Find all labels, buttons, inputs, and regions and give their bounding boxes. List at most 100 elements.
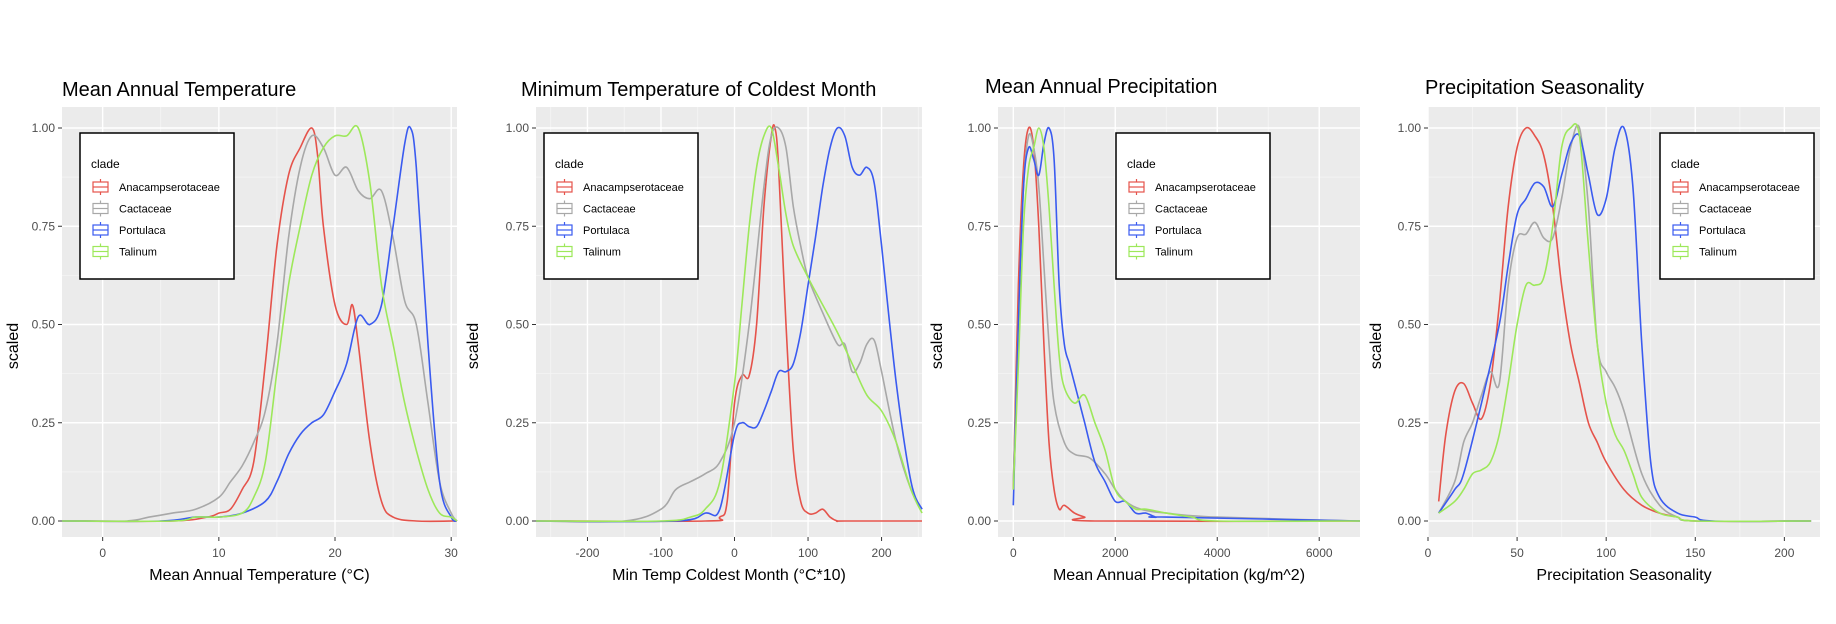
series-lines bbox=[1437, 123, 1812, 523]
y-tick-label: 0.75 bbox=[968, 219, 992, 233]
y-tick-label: 0.25 bbox=[968, 416, 992, 430]
x-tick-label: 0 bbox=[1010, 546, 1017, 560]
x-axis-title: Mean Annual Precipitation (kg/m^2) bbox=[1053, 567, 1305, 584]
y-axis-title: scaled bbox=[1368, 323, 1385, 369]
legend-box bbox=[1115, 132, 1271, 280]
legend-box bbox=[79, 132, 235, 280]
x-tick-label: 200 bbox=[1774, 546, 1794, 560]
chart-title: Minimum Temperature of Coldest Month bbox=[521, 79, 876, 101]
density-line-talinum bbox=[1438, 123, 1812, 523]
x-tick-label: 10 bbox=[212, 546, 226, 560]
legend-label: Anacampserotaceae bbox=[583, 182, 684, 194]
density-line-talinum bbox=[61, 124, 458, 523]
legend-key bbox=[1128, 200, 1145, 217]
x-tick-label: 0 bbox=[99, 546, 106, 560]
legend: clade Anacampserotaceae Cactaceae Portulaca… bbox=[79, 132, 235, 280]
y-tick-label: 0.50 bbox=[968, 318, 992, 332]
chart-title: Precipitation Seasonality bbox=[1425, 77, 1644, 99]
chart-panel-4: 0 50 100 150 200 0.00 0.25 0.50 0.75 1.00 Precipit… bbox=[1368, 77, 1820, 584]
density-line-anacampserotaceae bbox=[1437, 126, 1812, 523]
y-tick-label: 0.00 bbox=[32, 514, 56, 528]
y-tick-label: 1.00 bbox=[968, 121, 992, 135]
density-line-anacampserotaceae bbox=[61, 127, 458, 523]
x-tick-label: 150 bbox=[1685, 546, 1705, 560]
legend-label: Anacampserotaceae bbox=[1699, 182, 1800, 194]
x-tick-label: 100 bbox=[798, 546, 818, 560]
x-axis-title: Precipitation Seasonality bbox=[1536, 567, 1711, 584]
x-tick-label: 0 bbox=[1425, 546, 1432, 560]
density-line-portulaca bbox=[535, 126, 923, 523]
y-tick-label: 0.50 bbox=[1398, 318, 1422, 332]
legend-label: Portulaca bbox=[1155, 225, 1202, 237]
chart-panel-1: 0 10 20 30 0.00 0.25 0.50 0.75 1.00 Mean Annual T… bbox=[5, 79, 458, 584]
legend-label: Cactaceae bbox=[1155, 204, 1208, 216]
y-tick-label: 0.50 bbox=[506, 318, 530, 332]
legend-key bbox=[92, 243, 109, 260]
density-line-anacampserotaceae bbox=[1012, 126, 1361, 523]
series-lines bbox=[535, 123, 923, 523]
legend: clade Anacampserotaceae Cactaceae Portulaca… bbox=[1659, 132, 1815, 280]
x-tick-label: 100 bbox=[1596, 546, 1616, 560]
legend-key bbox=[1672, 243, 1689, 260]
legend-title: clade bbox=[1671, 157, 1700, 171]
legend-key bbox=[92, 179, 109, 195]
legend-label: Cactaceae bbox=[583, 204, 636, 216]
legend: clade Anacampserotaceae Cactaceae Portulaca… bbox=[1115, 132, 1271, 280]
legend-key bbox=[556, 179, 573, 195]
x-tick-label: 2000 bbox=[1102, 546, 1129, 560]
legend-label: Talinum bbox=[1699, 247, 1737, 259]
chart-title: Mean Annual Precipitation bbox=[985, 76, 1217, 98]
legend-key bbox=[92, 222, 109, 238]
density-line-talinum bbox=[1012, 127, 1361, 523]
x-tick-label: 4000 bbox=[1204, 546, 1231, 560]
legend: clade Anacampserotaceae Cactaceae Portulaca… bbox=[543, 132, 699, 280]
x-tick-label: 30 bbox=[445, 546, 459, 560]
legend-label: Portulaca bbox=[1699, 225, 1746, 237]
chart-panel-3: 0 2000 4000 6000 0.00 0.25 0.50 0.75 1.00 Mean An… bbox=[929, 76, 1361, 584]
density-line-cactaceae bbox=[535, 126, 923, 523]
chart-title: Mean Annual Temperature bbox=[62, 79, 296, 101]
y-axis-title: scaled bbox=[5, 323, 22, 369]
legend-title: clade bbox=[91, 157, 120, 171]
y-tick-label: 0.50 bbox=[32, 318, 56, 332]
legend-label: Anacampserotaceae bbox=[119, 182, 220, 194]
legend-label: Cactaceae bbox=[119, 204, 172, 216]
y-tick-label: 1.00 bbox=[1398, 121, 1422, 135]
density-line-portulaca bbox=[1012, 126, 1361, 522]
x-tick-label: 20 bbox=[328, 546, 342, 560]
y-tick-label: 0.75 bbox=[32, 219, 56, 233]
density-line-cactaceae bbox=[1437, 124, 1812, 523]
y-tick-label: 0.00 bbox=[1398, 514, 1422, 528]
x-tick-label: 200 bbox=[872, 546, 892, 560]
y-tick-label: 0.75 bbox=[506, 219, 530, 233]
legend-key bbox=[556, 222, 573, 238]
y-axis-title: scaled bbox=[929, 323, 946, 369]
legend-key bbox=[556, 243, 573, 260]
y-tick-label: 1.00 bbox=[506, 121, 530, 135]
legend-label: Cactaceae bbox=[1699, 204, 1752, 216]
legend-box bbox=[543, 132, 699, 280]
y-tick-label: 0.75 bbox=[1398, 219, 1422, 233]
x-tick-label: 0 bbox=[731, 546, 738, 560]
x-tick-label: -200 bbox=[575, 546, 599, 560]
legend-key bbox=[92, 200, 109, 217]
legend-key bbox=[1672, 200, 1689, 217]
x-tick-label: 50 bbox=[1510, 546, 1524, 560]
chart-panel-2: -200 -100 0 100 200 0.00 0.25 0.50 0.75 1.00 Minim… bbox=[465, 79, 923, 584]
legend-key bbox=[1128, 222, 1145, 238]
x-axis-title: Min Temp Coldest Month (°C*10) bbox=[612, 567, 846, 584]
legend-label: Talinum bbox=[1155, 247, 1193, 259]
density-line-talinum bbox=[535, 125, 923, 523]
legend-box bbox=[1659, 132, 1815, 280]
y-tick-label: 0.25 bbox=[1398, 416, 1422, 430]
legend-title: clade bbox=[1127, 157, 1156, 171]
legend-key bbox=[1672, 179, 1689, 195]
y-tick-label: 0.00 bbox=[968, 514, 992, 528]
y-tick-label: 0.25 bbox=[506, 416, 530, 430]
y-tick-label: 1.00 bbox=[32, 121, 56, 135]
y-tick-label: 0.00 bbox=[506, 514, 530, 528]
legend-title: clade bbox=[555, 157, 584, 171]
density-line-cactaceae bbox=[61, 134, 458, 523]
legend-key bbox=[1128, 243, 1145, 260]
